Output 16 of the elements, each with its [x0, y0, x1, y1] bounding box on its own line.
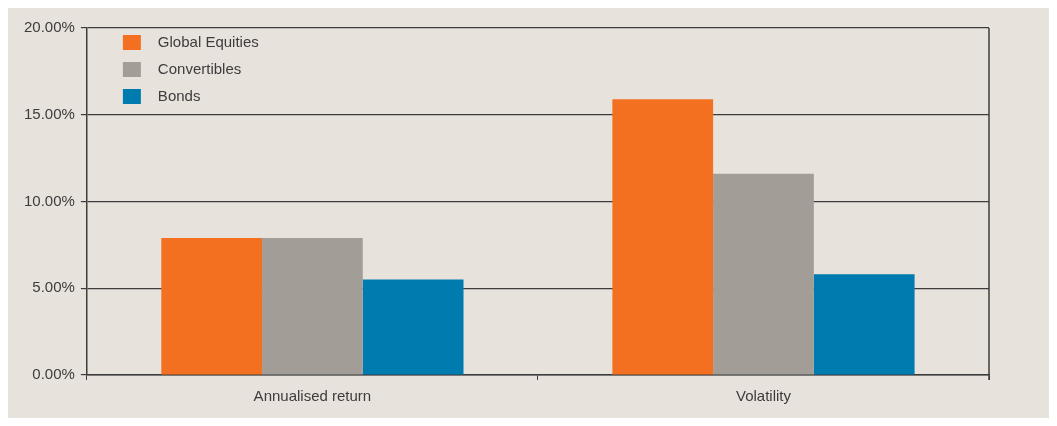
x-tick-label: Volatility [735, 387, 792, 405]
bar [713, 173, 814, 375]
y-tick-label: 0.00% [32, 365, 75, 383]
bar [262, 237, 363, 375]
legend-label: Global Equities [157, 33, 259, 51]
y-tick-label: 5.00% [32, 278, 75, 296]
legend-label: Convertibles [157, 60, 242, 78]
legend-label: Bonds [157, 87, 201, 105]
y-tick-label: 20.00% [24, 18, 75, 36]
x-tick-label: Annualised return [253, 387, 372, 405]
bar [612, 99, 714, 375]
bar [161, 237, 263, 375]
bar [813, 274, 915, 375]
y-tick-label: 10.00% [24, 191, 75, 209]
bar [362, 279, 464, 375]
y-tick-label: 15.00% [24, 104, 75, 122]
